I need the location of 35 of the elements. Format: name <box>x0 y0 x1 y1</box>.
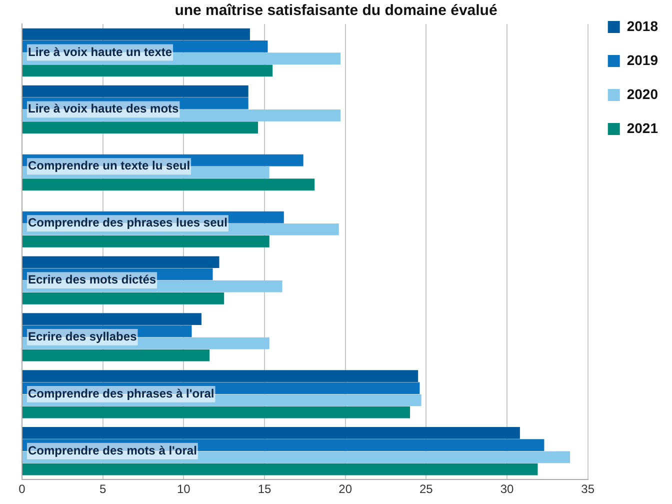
y-tick-label: Ecrire des syllabes <box>28 330 138 344</box>
x-tick-label: 30 <box>500 482 514 496</box>
bar <box>22 28 250 40</box>
y-tick-label: Comprendre des phrases lues seul <box>28 216 228 230</box>
x-tick-label: 35 <box>581 482 595 496</box>
bar <box>22 256 220 268</box>
x-tick-label: 0 <box>18 482 26 496</box>
bar <box>22 122 258 134</box>
legend-label: 2021 <box>626 120 658 136</box>
bar <box>22 178 315 190</box>
bar <box>22 236 270 248</box>
bar <box>22 64 273 77</box>
legend-label: 2018 <box>626 18 658 34</box>
x-tick-label: 5 <box>99 482 106 496</box>
x-tick-label: 20 <box>338 482 352 496</box>
y-tick-label: Comprendre des phrases à l'oral <box>28 386 214 400</box>
y-tick-label: Lire à voix haute un texte <box>28 44 172 59</box>
y-tick-label: Ecrire des mots dictés <box>28 272 156 287</box>
legend-label: 2020 <box>626 86 658 102</box>
bar <box>22 406 410 418</box>
chart-title: une maîtrise satisfaisante du domaine évalué <box>174 2 498 20</box>
y-tick-label: Comprendre des mots à l'oral <box>28 443 197 458</box>
x-tick-label: 25 <box>420 482 434 496</box>
x-tick-label: 10 <box>176 482 191 496</box>
bar <box>22 427 520 439</box>
x-tick-label: 15 <box>258 482 272 496</box>
y-tick-label: Lire à voix haute des mots <box>28 102 180 116</box>
bar <box>22 349 210 362</box>
y-tick-label: Comprendre un texte lu seul <box>28 158 190 173</box>
bar <box>22 370 418 382</box>
bar <box>22 463 538 476</box>
legend-label: 2019 <box>626 52 658 68</box>
bar <box>22 313 202 325</box>
bar <box>22 85 248 98</box>
bar <box>22 292 224 304</box>
